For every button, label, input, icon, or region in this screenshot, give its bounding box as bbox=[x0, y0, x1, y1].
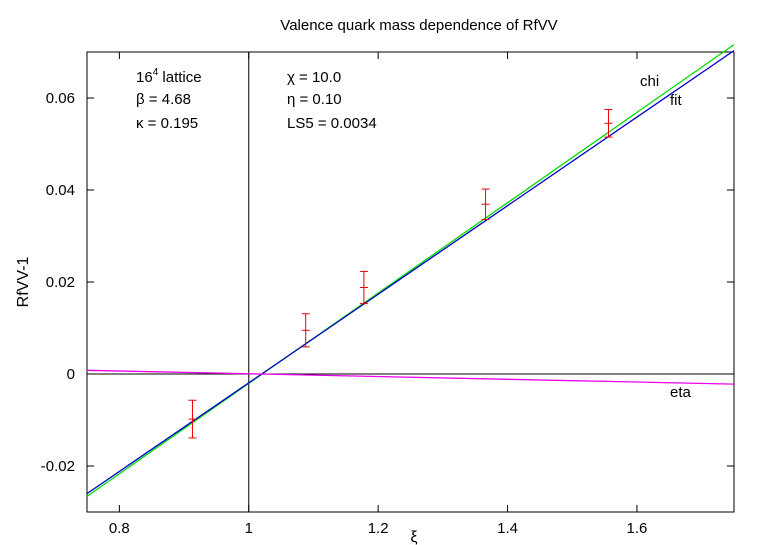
error-bars bbox=[188, 109, 613, 439]
annotation-ls5: LS5 = 0.0034 bbox=[287, 115, 377, 132]
x-axis-label: ξ bbox=[410, 529, 417, 545]
x-tick-label: 0.8 bbox=[109, 520, 130, 537]
chart-title: Valence quark mass dependence of RfVV bbox=[280, 17, 557, 34]
x-tick-label: 1.2 bbox=[368, 520, 389, 537]
series-label-chi: chi bbox=[640, 73, 659, 90]
y-tick-label: 0.02 bbox=[46, 274, 75, 291]
annotation-beta: β = 4.68 bbox=[136, 91, 191, 108]
y-tick-label: 0 bbox=[67, 366, 75, 383]
x-tick-label: 1.4 bbox=[497, 520, 518, 537]
x-tick-labels: 0.8 1 1.2 1.4 1.6 bbox=[109, 520, 647, 537]
annotation-lattice-exp: 4 bbox=[153, 67, 159, 78]
annotation-lattice-word: lattice bbox=[158, 69, 201, 86]
annotation-eta: η = 0.10 bbox=[287, 91, 342, 108]
reference-lines bbox=[87, 52, 734, 512]
annotation-lattice: 164 lattice bbox=[136, 67, 202, 86]
series-label-fit: fit bbox=[670, 92, 683, 109]
annotation-chi: χ = 10.0 bbox=[287, 69, 341, 86]
series-label-eta: eta bbox=[670, 384, 692, 401]
y-tick-labels: -0.02 0 0.02 0.04 0.06 bbox=[41, 90, 75, 475]
series-line-fit bbox=[86, 50, 735, 495]
y-axis-label: RfVV-1 bbox=[15, 257, 32, 308]
y-tick-label: 0.04 bbox=[46, 182, 75, 199]
annotation-kappa: κ = 0.195 bbox=[136, 115, 198, 132]
annotation-lattice-size: 16 bbox=[136, 69, 153, 86]
y-tick-label: 0.06 bbox=[46, 90, 75, 107]
x-tick-label: 1 bbox=[245, 520, 253, 537]
axis-ticks bbox=[87, 52, 734, 512]
x-tick-label: 1.6 bbox=[627, 520, 648, 537]
series-layer bbox=[86, 44, 735, 497]
y-tick-label: -0.02 bbox=[41, 458, 75, 475]
series-line-eta bbox=[86, 369, 735, 385]
series-line-chi bbox=[86, 44, 735, 497]
